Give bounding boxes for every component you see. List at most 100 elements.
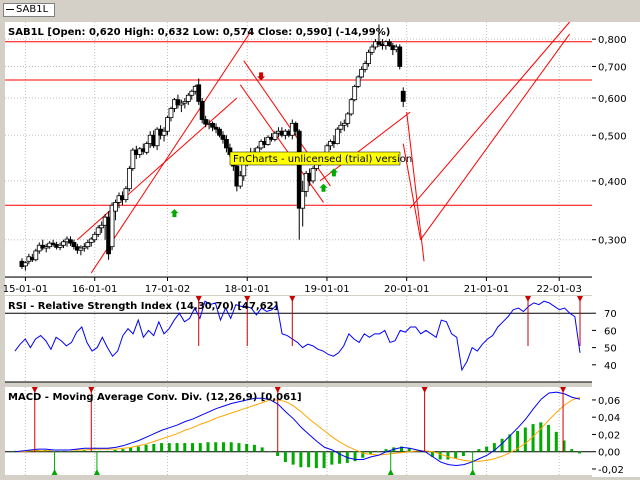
macd-histogram-bar <box>469 451 473 453</box>
candle-up <box>334 128 340 145</box>
candle-down <box>210 122 215 128</box>
candle-up <box>241 163 247 177</box>
sell-arrow-icon <box>244 296 251 302</box>
candle-down <box>68 239 73 244</box>
candle-up <box>237 175 243 187</box>
y-axis-band <box>592 22 640 477</box>
macd-histogram-bar <box>198 443 202 452</box>
sell-arrow-icon <box>560 387 567 393</box>
rsi-tick-label: 70 <box>604 309 617 320</box>
trend-line <box>319 111 411 182</box>
macd-histogram-bar <box>59 451 63 453</box>
candle-up <box>352 85 358 101</box>
macd-histogram-bar <box>51 451 55 453</box>
macd-histogram-bar <box>570 449 574 452</box>
candle-down <box>220 134 226 140</box>
macd-histogram-bar <box>74 450 78 452</box>
macd-histogram-bar <box>492 443 496 452</box>
candle-up <box>310 168 316 182</box>
tab-label: SAB1L <box>16 4 49 15</box>
candle-up <box>165 117 170 132</box>
macd-histogram-bar <box>229 442 233 452</box>
trend-line <box>77 97 238 241</box>
macd-histogram-bar <box>152 443 156 452</box>
macd-histogram-bar <box>129 447 133 452</box>
macd-histogram-bar <box>361 451 365 458</box>
macd-tick-label: 0,00 <box>598 448 620 459</box>
candle-up <box>182 101 188 104</box>
macd-histogram-bar <box>252 444 256 452</box>
candle-down <box>293 122 299 132</box>
buy-arrow-icon <box>469 469 476 475</box>
watermark-text: FnCharts - unlicensed (trial) version <box>233 154 412 165</box>
macd-histogram-bar <box>578 451 581 454</box>
trend-line <box>402 143 422 240</box>
buy-arrow-icon <box>170 209 179 218</box>
macd-histogram-bar <box>307 451 311 468</box>
series-swatch-icon <box>6 9 14 10</box>
candle-up <box>81 246 87 249</box>
macd-signal-line <box>15 396 581 462</box>
trend-line <box>90 31 252 274</box>
macd-histogram-bar <box>175 443 179 452</box>
macd-tick-label: 0,04 <box>598 413 620 424</box>
x-tick-label: 20-01-01 <box>384 284 429 295</box>
sell-arrow-icon <box>525 296 532 302</box>
tab-sab1l[interactable]: SAB1L <box>3 3 55 17</box>
candle-up <box>178 102 184 106</box>
macd-histogram-bar <box>144 444 148 452</box>
candle-down <box>400 90 406 102</box>
candle-up <box>61 241 66 246</box>
macd-histogram-bar <box>446 451 450 460</box>
macd-histogram-bar <box>98 450 102 452</box>
macd-histogram-bar <box>191 443 195 452</box>
rsi-header: RSI - Relative Strength Index (14,30,70)… <box>8 301 278 312</box>
candle-up <box>57 244 63 248</box>
buy-arrow-icon <box>387 469 394 475</box>
candle-up <box>300 190 306 209</box>
rsi-tick-label: 40 <box>604 361 617 372</box>
x-tick-label: 19-01-01 <box>304 284 349 295</box>
x-tick-label: 15-01-01 <box>3 284 48 295</box>
macd-histogram-bar <box>237 443 241 452</box>
macd-histogram-bar <box>562 440 566 452</box>
candle-down <box>217 128 222 136</box>
macd-histogram-bar <box>399 446 403 452</box>
candle-up <box>185 94 191 102</box>
x-tick-label: 17-01-02 <box>145 284 190 295</box>
macd-histogram-bar <box>407 448 411 452</box>
candle-up <box>366 51 371 64</box>
candle-up <box>109 204 115 248</box>
price-header: SAB1L [Open: 0,620 High: 0,632 Low: 0,57… <box>8 27 390 38</box>
candle-up <box>359 69 365 78</box>
macd-histogram-bar <box>183 443 187 452</box>
macd-histogram-bar <box>322 451 326 469</box>
macd-histogram-bar <box>376 451 380 453</box>
buy-arrow-icon <box>329 168 338 177</box>
macd-histogram-bar <box>121 449 125 452</box>
sell-arrow-icon <box>274 387 281 393</box>
candle-down <box>296 130 302 209</box>
candle-up <box>272 132 278 140</box>
candle-up <box>22 262 28 267</box>
macd-histogram-bar <box>13 450 16 452</box>
candle-down <box>199 101 205 120</box>
macd-histogram-bar <box>221 442 225 452</box>
y-tick-label: 0,400 <box>598 177 627 188</box>
sell-arrow-icon <box>421 387 428 393</box>
candle-up <box>43 246 49 249</box>
candle-down <box>213 126 219 130</box>
macd-histogram-bar <box>438 451 442 460</box>
candle-up <box>303 172 309 192</box>
macd-histogram-bar <box>500 438 504 452</box>
macd-histogram-bar <box>67 451 71 453</box>
macd-histogram-bar <box>276 451 280 457</box>
candle-up <box>348 99 354 115</box>
candle-down <box>71 242 77 248</box>
macd-histogram-bar <box>485 446 489 452</box>
watermark-box <box>229 151 401 166</box>
candle-up <box>338 124 344 130</box>
y-tick-label: 0,600 <box>598 94 627 105</box>
candle-up <box>88 238 94 243</box>
